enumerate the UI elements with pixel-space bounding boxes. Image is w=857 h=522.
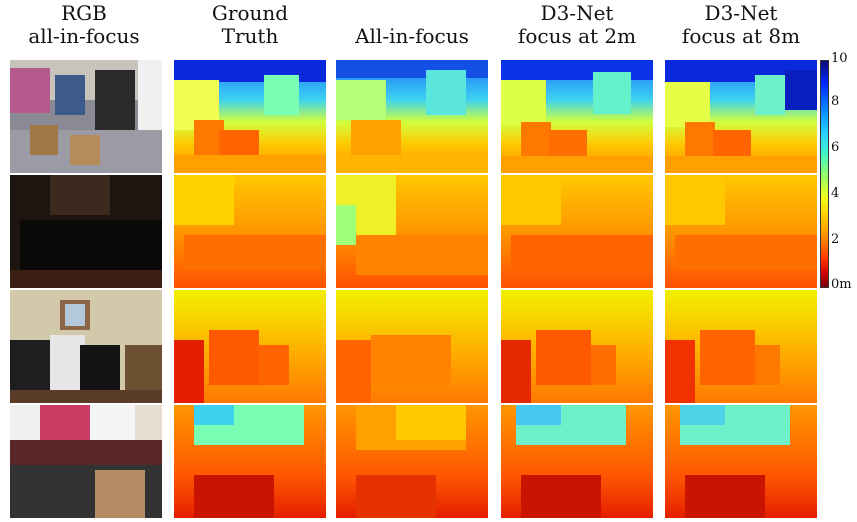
column-header-d3net-2m: D3-Net focus at 2m bbox=[501, 2, 653, 48]
depth-d3net-2m-kitchen bbox=[501, 405, 653, 518]
depth-d3net-8m-store bbox=[665, 60, 817, 173]
column-header-rgb: RGB all-in-focus bbox=[8, 2, 160, 48]
header-line: D3-Net bbox=[540, 1, 614, 25]
header-line bbox=[336, 2, 488, 25]
rgb-image-sofa bbox=[10, 175, 162, 288]
header-line: focus at 2m bbox=[517, 24, 637, 48]
header-line: all-in-focus bbox=[28, 24, 140, 48]
colorbar-tick: 4 bbox=[831, 186, 840, 201]
depth-all-in-focus-store bbox=[336, 60, 488, 173]
rgb-image-office bbox=[10, 290, 162, 403]
header-line: focus at 8m bbox=[681, 24, 801, 48]
depth-ground-truth-store bbox=[174, 60, 326, 173]
rgb-image-kitchen bbox=[10, 405, 162, 518]
colorbar-tick: 0m bbox=[831, 277, 852, 292]
depth-d3net-2m-office bbox=[501, 290, 653, 403]
header-line: Ground bbox=[211, 1, 289, 25]
depth-ground-truth-sofa bbox=[174, 175, 326, 288]
rgb-image-store bbox=[10, 60, 162, 173]
colorbar-tick: 6 bbox=[831, 140, 840, 155]
column-header-d3net-8m: D3-Net focus at 8m bbox=[665, 2, 817, 48]
header-line: Truth bbox=[221, 24, 279, 48]
colorbar-tick: 2 bbox=[831, 232, 840, 247]
header-line: All-in-focus bbox=[355, 24, 469, 48]
header-line: D3-Net bbox=[704, 1, 778, 25]
depth-colorbar bbox=[820, 60, 829, 288]
header-line: RGB bbox=[61, 1, 107, 25]
depth-all-in-focus-office bbox=[336, 290, 488, 403]
colorbar-tick: 8 bbox=[831, 94, 840, 109]
depth-all-in-focus-sofa bbox=[336, 175, 488, 288]
column-header-ground-truth: Ground Truth bbox=[174, 2, 326, 48]
depth-all-in-focus-kitchen bbox=[336, 405, 488, 518]
depth-d3net-8m-office bbox=[665, 290, 817, 403]
depth-d3net-2m-store bbox=[501, 60, 653, 173]
depth-ground-truth-kitchen bbox=[174, 405, 326, 518]
colorbar-tick: 10 bbox=[831, 51, 848, 66]
depth-d3net-8m-kitchen bbox=[665, 405, 817, 518]
depth-ground-truth-office bbox=[174, 290, 326, 403]
depth-d3net-8m-sofa bbox=[665, 175, 817, 288]
column-header-all-in-focus: All-in-focus bbox=[336, 2, 488, 48]
depth-d3net-2m-sofa bbox=[501, 175, 653, 288]
